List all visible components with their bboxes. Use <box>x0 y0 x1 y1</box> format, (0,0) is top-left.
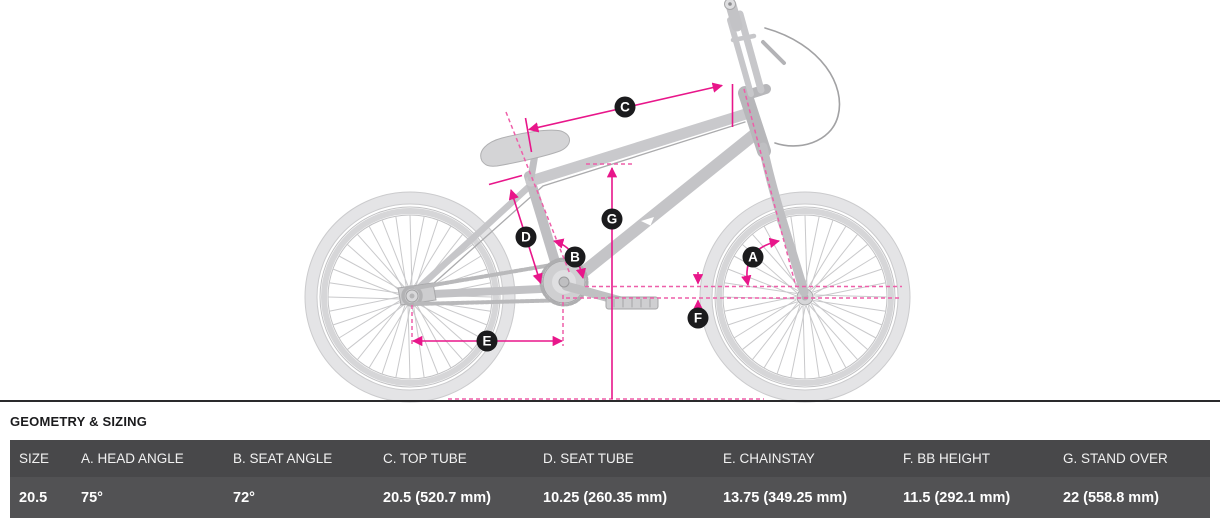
divider-rule <box>0 400 1220 402</box>
chain-bottom <box>414 298 573 306</box>
bike-frame <box>408 0 841 299</box>
handlebar-riser-2 <box>727 17 754 97</box>
svg-text:D: D <box>521 230 531 245</box>
svg-text:E: E <box>482 334 491 349</box>
front-wheel <box>699 191 911 403</box>
cell-head-angle: 75° <box>81 489 103 506</box>
svg-text:B: B <box>570 250 580 265</box>
chain-top <box>414 260 571 290</box>
head-tube-axis-line <box>743 88 797 288</box>
marker-b: B <box>564 246 586 268</box>
marker-e: E <box>476 330 498 352</box>
col-seat-angle: B. SEAT ANGLE <box>233 451 333 466</box>
frame-decal <box>641 217 654 226</box>
svg-text:A: A <box>748 250 758 265</box>
cell-size: 20.5 <box>19 489 48 506</box>
dimension-markers: A B C D E F G <box>476 96 764 352</box>
rear-wheel <box>304 191 516 403</box>
marker-d: D <box>515 226 537 248</box>
col-head-angle: A. HEAD ANGLE <box>81 451 184 466</box>
cell-chainstay: 13.75 (349.25 mm) <box>723 489 848 506</box>
brake-cable-rear <box>423 121 746 293</box>
brake-lever <box>761 40 786 65</box>
svg-text:G: G <box>607 212 618 227</box>
handlebar-crossbar <box>730 33 757 43</box>
bike-geometry-diagram: A B C D E F G <box>304 0 911 403</box>
cell-seat-angle: 72° <box>233 489 255 506</box>
cell-top-tube: 20.5 (520.7 mm) <box>383 489 492 506</box>
down-tube <box>560 128 761 292</box>
marker-c: C <box>614 96 636 118</box>
col-stand-over: G. STAND OVER <box>1063 451 1168 466</box>
marker-g: G <box>601 208 623 230</box>
col-chainstay: E. CHAINSTAY <box>723 451 815 466</box>
geometry-table: SIZE A. HEAD ANGLE B. SEAT ANGLE C. TOP … <box>10 440 1210 518</box>
marker-f: F <box>687 307 709 329</box>
cell-seat-tube: 10.25 (260.35 mm) <box>543 489 668 506</box>
saddle <box>480 129 570 167</box>
table-row: 20.5 75° 72° 20.5 (520.7 mm) 10.25 (260.… <box>10 477 1210 518</box>
fork <box>758 142 809 297</box>
col-bb-height: F. BB HEIGHT <box>903 451 991 466</box>
bb-spindle <box>558 276 570 288</box>
col-seat-tube: D. SEAT TUBE <box>543 451 634 466</box>
section-heading: GEOMETRY & SIZING <box>10 414 148 429</box>
col-size: SIZE <box>19 451 50 466</box>
svg-text:F: F <box>694 311 702 326</box>
marker-a: A <box>742 246 764 268</box>
handlebar-riser <box>736 10 765 94</box>
table-header-row: SIZE A. HEAD ANGLE B. SEAT ANGLE C. TOP … <box>10 440 1210 477</box>
svg-text:C: C <box>620 100 630 115</box>
cell-stand-over: 22 (558.8 mm) <box>1063 489 1159 506</box>
brake-cable-loop <box>764 27 841 147</box>
col-top-tube: C. TOP TUBE <box>383 451 467 466</box>
rear-wheel-spokes <box>327 214 493 380</box>
cell-bb-height: 11.5 (292.1 mm) <box>903 489 1011 506</box>
chainstay-tube <box>408 284 567 299</box>
